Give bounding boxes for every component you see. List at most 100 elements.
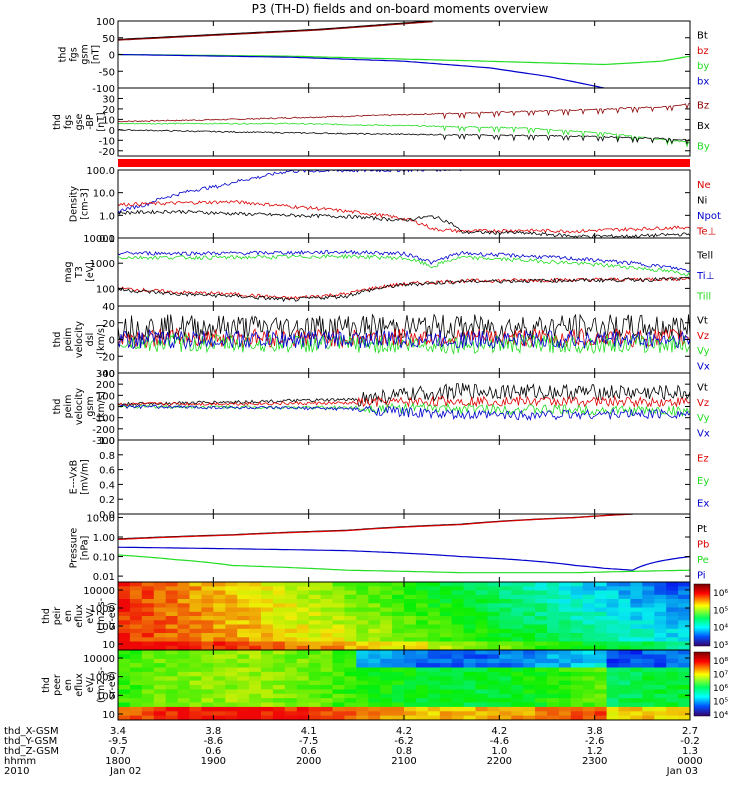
heatmap-cell xyxy=(118,658,131,664)
heatmap-cell xyxy=(463,637,477,643)
heatmap-cell xyxy=(380,594,393,600)
heatmap-cell xyxy=(606,641,620,647)
series-Vt xyxy=(118,313,690,341)
heatmap-cell xyxy=(499,599,512,604)
heatmap-cell xyxy=(272,586,286,592)
heatmap-cell xyxy=(177,654,191,660)
heatmap-cell xyxy=(487,667,500,673)
heatmap-cell xyxy=(261,628,274,634)
heatmap-cell xyxy=(201,624,214,630)
heatmap-cell xyxy=(630,628,643,634)
heatmap-cell xyxy=(404,663,417,669)
heatmap-cell xyxy=(547,698,560,704)
heatmap-cell xyxy=(344,685,357,690)
heatmap-cell xyxy=(427,654,441,660)
heatmap-cell xyxy=(594,603,608,609)
heatmap-cell xyxy=(368,689,381,695)
heatmap-cell xyxy=(666,685,679,690)
heatmap-cell xyxy=(201,689,214,695)
heatmap-cell xyxy=(177,607,191,613)
heatmap-cell xyxy=(451,645,465,650)
heatmap-cell xyxy=(451,603,465,609)
heatmap-cell xyxy=(523,582,536,587)
heatmap-cell xyxy=(606,582,620,587)
heatmap-cell xyxy=(308,624,322,630)
heatmap-cell xyxy=(153,611,167,617)
heatmap-cell xyxy=(177,667,191,673)
heatmap-cell xyxy=(594,633,608,638)
heatmap-cell xyxy=(535,698,548,704)
heatmap-cell xyxy=(320,603,334,609)
heatmap-cell xyxy=(249,645,262,650)
heatmap-cell xyxy=(451,611,465,617)
heatmap-cell xyxy=(153,689,167,695)
heatmap-cell xyxy=(511,685,524,690)
heatmap-cell xyxy=(261,599,274,604)
heatmap-cell xyxy=(642,645,655,650)
heatmap-cell xyxy=(666,711,679,717)
heatmap-cell xyxy=(666,676,679,682)
heatmap-cell xyxy=(261,582,274,587)
ylabel: sr-eV) xyxy=(107,671,118,699)
heatmap-cell xyxy=(535,689,548,695)
series-Vx xyxy=(118,404,690,422)
heatmap-cell xyxy=(344,663,357,669)
heatmap-cell xyxy=(427,628,441,634)
heatmap-cell xyxy=(487,611,500,617)
heatmap-cell xyxy=(487,685,500,690)
heatmap-cell xyxy=(380,624,393,630)
heatmap-cell xyxy=(225,711,238,717)
heatmap-cell xyxy=(654,645,667,650)
heatmap-cell xyxy=(570,586,584,592)
heatmap-cell xyxy=(129,586,143,592)
heatmap-cell xyxy=(249,616,262,621)
heatmap-cell xyxy=(118,689,131,695)
heatmap-cell xyxy=(654,624,667,630)
heatmap-cell xyxy=(213,594,226,600)
heatmap-cell xyxy=(511,594,524,600)
heatmap-cell xyxy=(642,671,655,677)
heatmap-cell xyxy=(320,658,334,664)
ytick-label: 0.01 xyxy=(93,572,115,583)
heatmap-cell xyxy=(582,671,596,677)
heatmap-cell xyxy=(570,607,584,613)
xaxis-value: 1.2 xyxy=(587,746,603,757)
legend-by: by xyxy=(697,61,709,72)
heatmap-cell xyxy=(368,603,381,609)
ylabel: velocity xyxy=(74,321,85,359)
heatmap-cell xyxy=(392,637,405,643)
heatmap-cell xyxy=(678,582,690,587)
heatmap-cell xyxy=(153,663,167,669)
ytick-label: 30 xyxy=(102,94,115,105)
heatmap-cell xyxy=(547,689,560,695)
heatmap-cell xyxy=(308,711,322,717)
heatmap-cell xyxy=(368,663,381,669)
heatmap-cell xyxy=(654,715,667,720)
heatmap-cell xyxy=(427,671,441,677)
heatmap-cell xyxy=(582,645,596,650)
flag-bar xyxy=(118,159,690,167)
heatmap-cell xyxy=(463,633,477,638)
heatmap-cell xyxy=(177,663,191,669)
heatmap-cell xyxy=(332,624,345,630)
heatmap-cell xyxy=(678,711,690,717)
heatmap-cell xyxy=(535,658,548,664)
heatmap-cell xyxy=(237,685,250,690)
heatmap-cell xyxy=(415,611,429,617)
heatmap-cell xyxy=(284,590,298,596)
heatmap-cell xyxy=(296,616,310,621)
heatmap-cell xyxy=(511,586,524,592)
heatmap-cell xyxy=(404,607,417,613)
heatmap-cell xyxy=(511,706,524,712)
legend-Ti⊥: Ti⊥ xyxy=(696,271,714,282)
heatmap-cell xyxy=(570,702,584,708)
heatmap-cell xyxy=(654,650,667,655)
colorbar-label: 10⁸ xyxy=(713,657,728,667)
heatmap-cell xyxy=(141,711,155,717)
heatmap-cell xyxy=(642,654,655,660)
heatmap-cell xyxy=(261,698,274,704)
heatmap-cell xyxy=(451,641,465,647)
